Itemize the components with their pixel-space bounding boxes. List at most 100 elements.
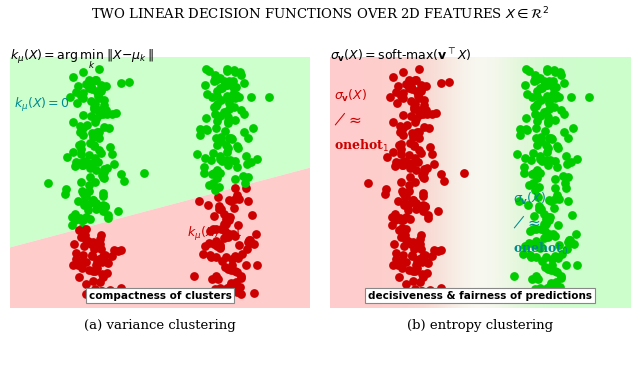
Point (543, 114, 554, 120)
Point (97, 172, 107, 178)
Point (390, 250, 401, 256)
Point (194, 198, 204, 204)
Point (99, 175, 109, 181)
Point (420, 252, 430, 258)
Point (77, 190, 88, 196)
Point (212, 142, 222, 148)
Point (391, 158, 401, 164)
Point (99, 111, 109, 117)
Text: onehot$_1$: onehot$_1$ (334, 138, 390, 155)
Point (535, 285, 545, 291)
Point (556, 107, 566, 113)
Point (413, 107, 423, 113)
Point (419, 102, 429, 108)
Point (230, 158, 240, 164)
Point (219, 211, 229, 217)
Point (570, 231, 580, 237)
Point (224, 217, 234, 223)
Point (408, 104, 419, 110)
Point (70, 250, 81, 256)
Point (70, 217, 81, 223)
Point (68, 262, 78, 268)
Point (417, 259, 427, 265)
Point (408, 239, 418, 245)
Point (542, 285, 552, 291)
Point (542, 68, 552, 74)
Point (205, 228, 215, 234)
Point (220, 78, 230, 84)
Point (102, 112, 112, 118)
Point (116, 80, 127, 86)
Point (423, 291, 433, 297)
Point (539, 221, 549, 227)
Point (76, 215, 86, 222)
Point (98, 208, 108, 214)
Point (225, 267, 236, 273)
Point (243, 239, 253, 245)
Point (394, 274, 404, 280)
Point (530, 286, 540, 292)
Point (529, 76, 540, 82)
Point (81, 214, 91, 220)
Point (83, 207, 93, 213)
Point (78, 217, 88, 223)
Point (398, 90, 408, 96)
Point (216, 158, 227, 164)
Point (90, 179, 100, 185)
Point (212, 93, 222, 99)
Point (201, 65, 211, 71)
Point (243, 174, 253, 180)
Point (105, 144, 115, 150)
Point (543, 162, 553, 168)
Point (529, 104, 539, 110)
Point (93, 242, 104, 248)
Point (411, 206, 421, 212)
Point (75, 262, 85, 268)
Point (382, 154, 392, 160)
Point (84, 140, 95, 146)
Point (548, 84, 558, 90)
Point (413, 293, 423, 299)
Point (436, 80, 447, 86)
Point (565, 240, 575, 246)
Point (212, 101, 222, 107)
Point (548, 90, 558, 96)
Point (391, 256, 401, 262)
Point (211, 103, 221, 109)
Text: $\sigma_{\mathbf{v}}(X) = \mathrm{soft\text{-}max}(\mathbf{v}^{\top} X)$: $\sigma_{\mathbf{v}}(X) = \mathrm{soft\t… (330, 47, 471, 65)
Point (209, 212, 219, 218)
Point (388, 241, 399, 247)
Point (409, 142, 419, 148)
Point (227, 289, 237, 295)
Point (541, 79, 551, 85)
Point (406, 253, 417, 259)
Point (532, 243, 543, 249)
Point (222, 285, 232, 291)
Point (68, 119, 78, 125)
Point (212, 118, 223, 124)
Point (415, 150, 426, 156)
Point (225, 214, 236, 220)
Point (417, 288, 428, 294)
Point (78, 162, 88, 168)
Point (100, 203, 110, 209)
Point (396, 259, 406, 265)
Point (531, 76, 541, 82)
Point (554, 94, 564, 100)
Point (416, 86, 426, 92)
Point (86, 113, 97, 119)
Point (77, 188, 87, 194)
Point (207, 171, 218, 177)
Point (412, 89, 422, 95)
Point (98, 253, 108, 259)
Point (230, 196, 241, 202)
Point (212, 243, 223, 249)
Point (241, 153, 252, 159)
Point (398, 217, 408, 223)
Point (396, 141, 406, 147)
Point (418, 174, 428, 180)
Point (522, 127, 532, 133)
Point (102, 270, 112, 276)
Point (216, 170, 226, 177)
Point (552, 143, 563, 149)
